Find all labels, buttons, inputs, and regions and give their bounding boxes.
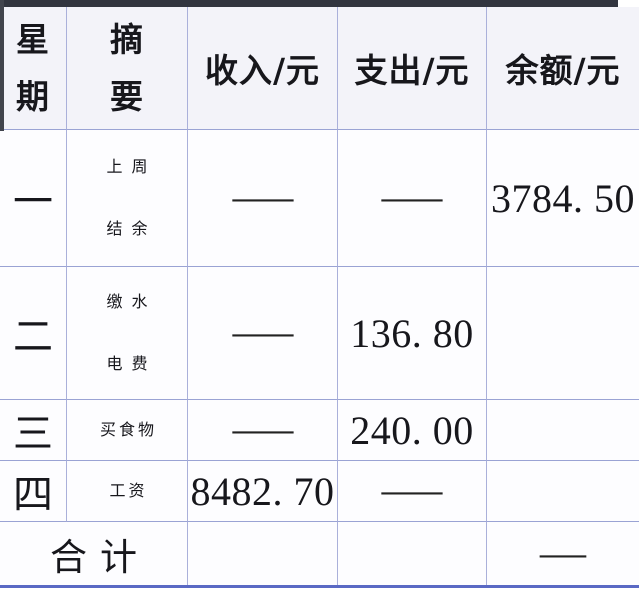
- row-3-summary-cell: 买食物: [67, 400, 188, 461]
- column-header-income-label: 收入/元: [204, 51, 321, 90]
- column-header-income: 收入/元: [188, 7, 338, 130]
- dash-placeholder: —: [228, 314, 297, 352]
- summary-text: 上周: [106, 157, 157, 176]
- row-2-income-cell: —: [188, 267, 338, 400]
- summary-text: 电费: [106, 354, 157, 373]
- column-header-day-line1: 星: [16, 20, 50, 59]
- row-2-balance-cell: [487, 267, 639, 400]
- ledger-table: 星 期 摘 要 收入/元 支出/元 余额/元 一上周 结余 — —3784. 50 二缴…: [0, 7, 639, 585]
- row-1-day-cell: 一: [0, 130, 67, 267]
- footer-income-cell: [188, 522, 338, 585]
- row-3-balance-cell: [487, 400, 639, 461]
- summary-text: 结余: [106, 219, 157, 238]
- footer-expense-cell: [338, 522, 487, 585]
- column-header-expense-label: 支出/元: [354, 51, 470, 90]
- day-label: 一: [13, 179, 53, 225]
- dash-placeholder: —: [228, 411, 297, 449]
- footer-total-text: 合计: [50, 535, 150, 579]
- row-1-income-cell: —: [188, 130, 338, 267]
- row-3-day-cell: 三: [0, 400, 67, 461]
- table-top-border: [0, 0, 618, 7]
- column-header-expense: 支出/元: [338, 7, 487, 130]
- table-bottom-border: [0, 585, 639, 588]
- day-label: 四: [13, 472, 53, 518]
- row-4-day-cell: 四: [0, 461, 67, 522]
- column-header-day: 星 期: [0, 7, 67, 130]
- footer-total-label: 合计: [0, 522, 188, 585]
- row-1-summary-cell: 上周 结余: [67, 130, 188, 267]
- row-4-balance-cell: [487, 461, 639, 522]
- amount-value: 8482. 70: [190, 468, 335, 514]
- table-left-border: [0, 0, 4, 131]
- row-1-expense-cell: —: [338, 130, 487, 267]
- column-header-balance: 余额/元: [487, 7, 639, 130]
- summary-text: 缴水: [106, 292, 157, 311]
- column-header-summary: 摘 要: [67, 7, 188, 130]
- row-3-income-cell: —: [188, 400, 338, 461]
- column-header-balance-label: 余额/元: [505, 51, 621, 90]
- day-label: 二: [13, 314, 53, 360]
- row-2-day-cell: 二: [0, 267, 67, 400]
- day-label: 三: [13, 411, 53, 457]
- row-4-income-cell: 8482. 70: [188, 461, 338, 522]
- column-header-day-line2: 期: [16, 77, 50, 116]
- dash-placeholder: —: [378, 179, 446, 217]
- row-2-summary-cell: 缴水 电费: [67, 267, 188, 400]
- dash-placeholder: —: [378, 472, 446, 510]
- row-2-expense-cell: 136. 80: [338, 267, 487, 400]
- summary-text: 买食物: [99, 420, 157, 439]
- dash-placeholder: —: [537, 534, 589, 573]
- row-4-expense-cell: —: [338, 461, 487, 522]
- dash-placeholder: —: [228, 179, 297, 217]
- summary-text: 工资: [109, 481, 148, 500]
- row-1-balance-cell: 3784. 50: [487, 130, 639, 267]
- row-3-expense-cell: 240. 00: [338, 400, 487, 461]
- amount-value: 136. 80: [350, 310, 474, 356]
- amount-value: 3784. 50: [491, 175, 635, 221]
- amount-value: 240. 00: [350, 407, 474, 453]
- column-header-summary-line1: 摘: [110, 20, 144, 59]
- row-4-summary-cell: 工资: [67, 461, 188, 522]
- footer-balance-cell: —: [487, 522, 639, 585]
- column-header-summary-line2: 要: [110, 77, 144, 116]
